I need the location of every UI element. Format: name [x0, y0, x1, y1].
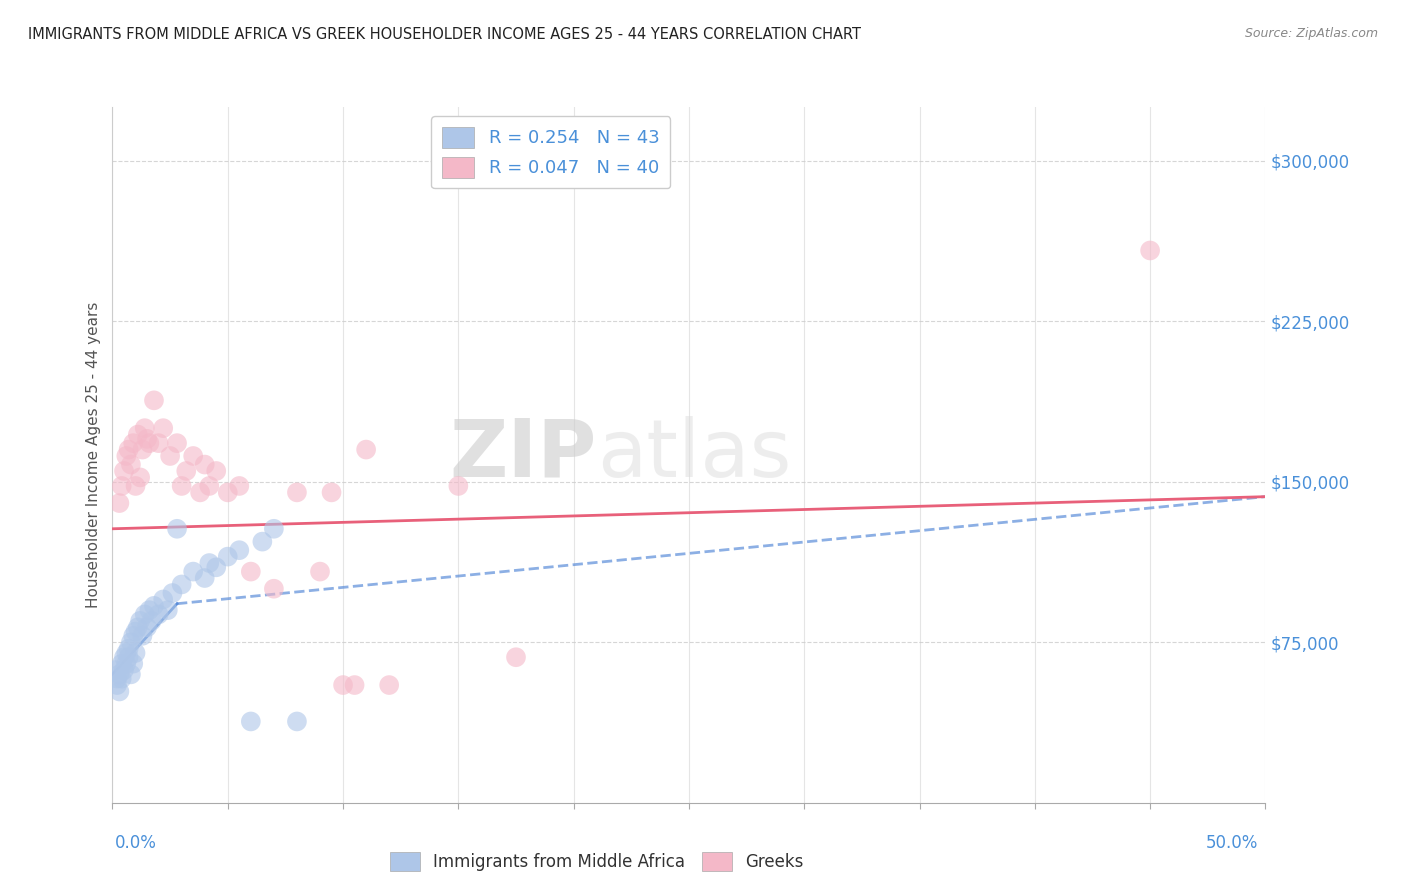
Point — [115, 449, 138, 463]
Point — [378, 678, 401, 692]
Point — [108, 684, 131, 698]
Point — [159, 449, 181, 463]
Y-axis label: Householder Income Ages 25 - 44 years: Householder Income Ages 25 - 44 years — [86, 301, 101, 608]
Point — [141, 614, 163, 628]
Point — [115, 646, 138, 660]
Point — [122, 657, 145, 671]
Point — [148, 607, 170, 622]
Point — [174, 464, 197, 478]
Point — [354, 442, 377, 457]
Point — [124, 479, 146, 493]
Point — [120, 667, 142, 681]
Point — [111, 479, 134, 493]
Point — [127, 427, 149, 442]
Point — [217, 549, 239, 564]
Point — [134, 421, 156, 435]
Point — [170, 577, 193, 591]
Point — [321, 485, 343, 500]
Point — [198, 556, 221, 570]
Point — [166, 436, 188, 450]
Point — [115, 657, 138, 671]
Point — [117, 641, 139, 656]
Point — [285, 485, 308, 500]
Point — [198, 479, 221, 493]
Point — [181, 565, 204, 579]
Point — [285, 714, 308, 729]
Point — [124, 624, 146, 639]
Point — [136, 432, 159, 446]
Text: 50.0%: 50.0% — [1206, 834, 1258, 852]
Point — [122, 436, 145, 450]
Point — [170, 479, 193, 493]
Point — [309, 565, 332, 579]
Point — [111, 657, 134, 671]
Point — [122, 629, 145, 643]
Point — [136, 620, 159, 634]
Text: IMMIGRANTS FROM MIDDLE AFRICA VS GREEK HOUSEHOLDER INCOME AGES 25 - 44 YEARS COR: IMMIGRANTS FROM MIDDLE AFRICA VS GREEK H… — [28, 27, 860, 42]
Point — [112, 650, 135, 665]
Point — [117, 442, 139, 457]
Legend: Immigrants from Middle Africa, Greeks: Immigrants from Middle Africa, Greeks — [384, 846, 810, 878]
Point — [138, 436, 160, 450]
Point — [263, 582, 285, 596]
Point — [117, 650, 139, 665]
Point — [152, 421, 174, 435]
Point — [252, 534, 274, 549]
Point — [332, 678, 354, 692]
Point — [138, 603, 160, 617]
Point — [194, 458, 217, 472]
Point — [131, 442, 153, 457]
Point — [143, 393, 166, 408]
Point — [105, 678, 128, 692]
Point — [228, 479, 250, 493]
Point — [205, 560, 228, 574]
Point — [156, 603, 179, 617]
Point — [111, 672, 134, 686]
Point — [217, 485, 239, 500]
Point — [263, 522, 285, 536]
Point — [239, 565, 262, 579]
Point — [129, 470, 152, 484]
Text: Source: ZipAtlas.com: Source: ZipAtlas.com — [1244, 27, 1378, 40]
Point — [343, 678, 366, 692]
Point — [120, 635, 142, 649]
Point — [447, 479, 470, 493]
Point — [505, 650, 527, 665]
Point — [148, 436, 170, 450]
Point — [166, 522, 188, 536]
Point — [228, 543, 250, 558]
Point — [104, 663, 127, 677]
Point — [129, 614, 152, 628]
Point — [194, 571, 217, 585]
Point — [205, 464, 228, 478]
Point — [131, 629, 153, 643]
Text: atlas: atlas — [596, 416, 792, 494]
Text: ZIP: ZIP — [450, 416, 596, 494]
Point — [1139, 244, 1161, 258]
Point — [162, 586, 184, 600]
Point — [108, 667, 131, 681]
Point — [112, 663, 135, 677]
Point — [152, 592, 174, 607]
Point — [239, 714, 262, 729]
Point — [105, 672, 128, 686]
Point — [112, 464, 135, 478]
Point — [134, 607, 156, 622]
Point — [188, 485, 211, 500]
Text: 0.0%: 0.0% — [115, 834, 157, 852]
Point — [143, 599, 166, 613]
Point — [120, 458, 142, 472]
Point — [181, 449, 204, 463]
Point — [127, 620, 149, 634]
Point — [124, 646, 146, 660]
Point — [108, 496, 131, 510]
